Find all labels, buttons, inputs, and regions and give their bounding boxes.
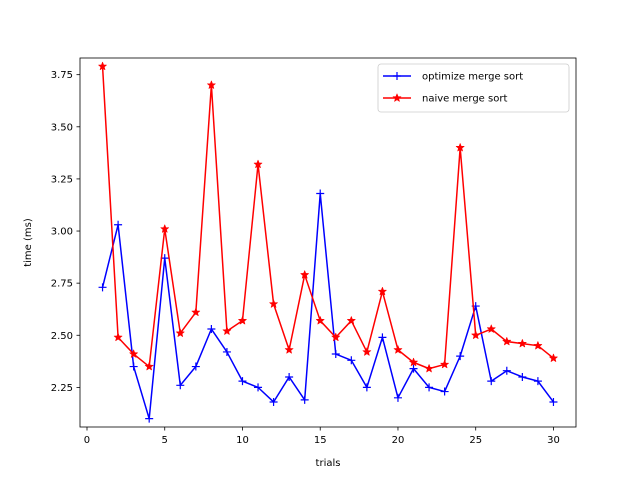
data-point [129, 349, 138, 358]
series-line [101, 192, 555, 420]
data-point [409, 364, 418, 373]
data-point [285, 372, 294, 381]
data-point [455, 143, 465, 152]
data-point [98, 61, 107, 71]
x-tick-label: 25 [469, 435, 482, 446]
y-tick-label: 2.25 [51, 383, 73, 394]
data-point [145, 414, 154, 423]
data-point [331, 332, 341, 342]
y-tick-label: 3.25 [51, 174, 73, 185]
data-point [471, 330, 481, 339]
data-point [549, 397, 558, 406]
y-tick-label: 2.75 [51, 279, 73, 290]
data-point [222, 347, 231, 356]
x-tick-label: 20 [392, 435, 405, 446]
legend-label: naive merge sort [422, 94, 507, 105]
data-point [269, 397, 278, 406]
data-point [207, 80, 216, 89]
legend-marker [392, 93, 402, 102]
data-point [300, 395, 309, 404]
data-point [425, 383, 434, 392]
data-point [315, 316, 325, 325]
data-point [129, 362, 138, 371]
x-tick-label: 0 [84, 435, 90, 446]
data-point [238, 377, 247, 386]
y-axis-ticks: 2.25 2.50 2.75 3.00 3.25 3.50 3.75 [51, 70, 80, 394]
data-point [518, 372, 527, 381]
data-point [486, 324, 496, 333]
x-axis-label: trials [316, 458, 341, 469]
data-point [502, 366, 511, 375]
data-point [409, 357, 418, 367]
series-1 [98, 189, 558, 423]
plot-frame [79, 57, 577, 428]
x-tick-label: 5 [162, 435, 168, 446]
data-point [191, 362, 200, 371]
data-point [300, 270, 309, 279]
y-tick-label: 3.75 [51, 70, 73, 81]
data-point [549, 353, 558, 362]
y-tick-label: 3.50 [51, 122, 73, 133]
data-point [378, 286, 387, 296]
data-point [502, 337, 512, 346]
data-point [253, 159, 263, 169]
data-point [440, 359, 449, 369]
x-tick-label: 10 [236, 435, 249, 446]
data-point [238, 316, 247, 325]
data-point [362, 347, 372, 356]
data-point [393, 345, 403, 354]
data-point [284, 345, 294, 354]
data-point [160, 224, 170, 233]
data-point [424, 364, 434, 373]
data-point [440, 387, 449, 396]
legend: optimize merge sort naive merge sort [377, 63, 570, 113]
data-point [378, 333, 387, 342]
data-point [487, 377, 496, 386]
legend-entry: naive merge sort [383, 94, 507, 105]
legend-entry: optimize merge sort [383, 72, 523, 83]
data-point [347, 356, 356, 365]
data-point [207, 325, 216, 334]
x-tick-label: 15 [314, 435, 327, 446]
data-point [176, 381, 185, 390]
data-point [254, 383, 263, 392]
x-tick-label: 30 [547, 435, 560, 446]
series-layer [98, 61, 558, 423]
legend-entries: optimize merge sort naive merge sort [383, 72, 523, 105]
data-point [347, 316, 356, 325]
data-point [518, 339, 527, 348]
data-point [331, 350, 340, 359]
data-point [144, 362, 154, 371]
data-point [533, 341, 543, 350]
data-point [269, 299, 278, 308]
data-point [98, 283, 107, 292]
data-point [113, 332, 123, 342]
y-tick-label: 2.50 [51, 331, 73, 342]
data-point [222, 326, 232, 335]
legend-label: optimize merge sort [422, 72, 523, 83]
data-point [362, 383, 371, 392]
y-tick-label: 3.00 [51, 227, 73, 238]
data-point [191, 307, 201, 317]
legend-marker [393, 72, 401, 80]
data-point [114, 220, 123, 229]
x-axis-ticks: 0 5 10 15 20 25 30 [84, 427, 560, 446]
series-2 [98, 61, 558, 373]
data-point [316, 189, 325, 198]
data-point [393, 393, 402, 402]
data-point [456, 352, 465, 361]
y-axis-label: time (ms) [23, 218, 34, 267]
legend-box [377, 63, 570, 113]
data-point [175, 328, 185, 337]
data-point [533, 377, 542, 386]
